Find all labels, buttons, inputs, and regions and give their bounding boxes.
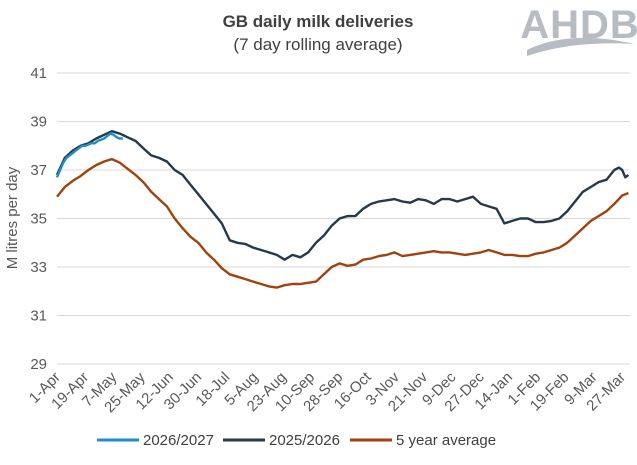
series-line-5-year-average	[56, 157, 629, 289]
x-axis-ticks: 1-Apr19-Apr7-May25-May12-Jun30-Jun18-Jul…	[26, 368, 629, 416]
logo-text: AHDB	[520, 3, 637, 47]
chart-subtitle: (7 day rolling average)	[233, 35, 402, 54]
y-tick-label: 31	[30, 308, 47, 325]
y-tick-label: 35	[30, 211, 47, 228]
y-tick-label: 37	[30, 162, 47, 179]
legend: 2026/2027 2025/2026 5 year average	[97, 432, 496, 449]
y-tick-label: 29	[30, 356, 47, 373]
series-line-2026-2027	[55, 132, 123, 178]
y-tick-label: 39	[30, 114, 47, 131]
chart-title: GB daily milk deliveries	[223, 12, 414, 31]
y-tick-label: 33	[30, 259, 47, 276]
y-tick-label: 41	[30, 65, 47, 82]
series-line-2025-2026	[55, 130, 630, 261]
legend-label: 2025/2026	[269, 432, 340, 449]
y-axis-ticks: 29 31 33 35 37 39 41	[30, 65, 47, 373]
ahdb-logo: AHDB	[520, 3, 637, 56]
series-lines	[55, 130, 630, 289]
legend-label: 5 year average	[396, 432, 496, 449]
legend-label: 2026/2027	[143, 432, 214, 449]
y-axis-label: M litres per day	[4, 166, 21, 269]
logo-swoosh	[527, 37, 634, 56]
